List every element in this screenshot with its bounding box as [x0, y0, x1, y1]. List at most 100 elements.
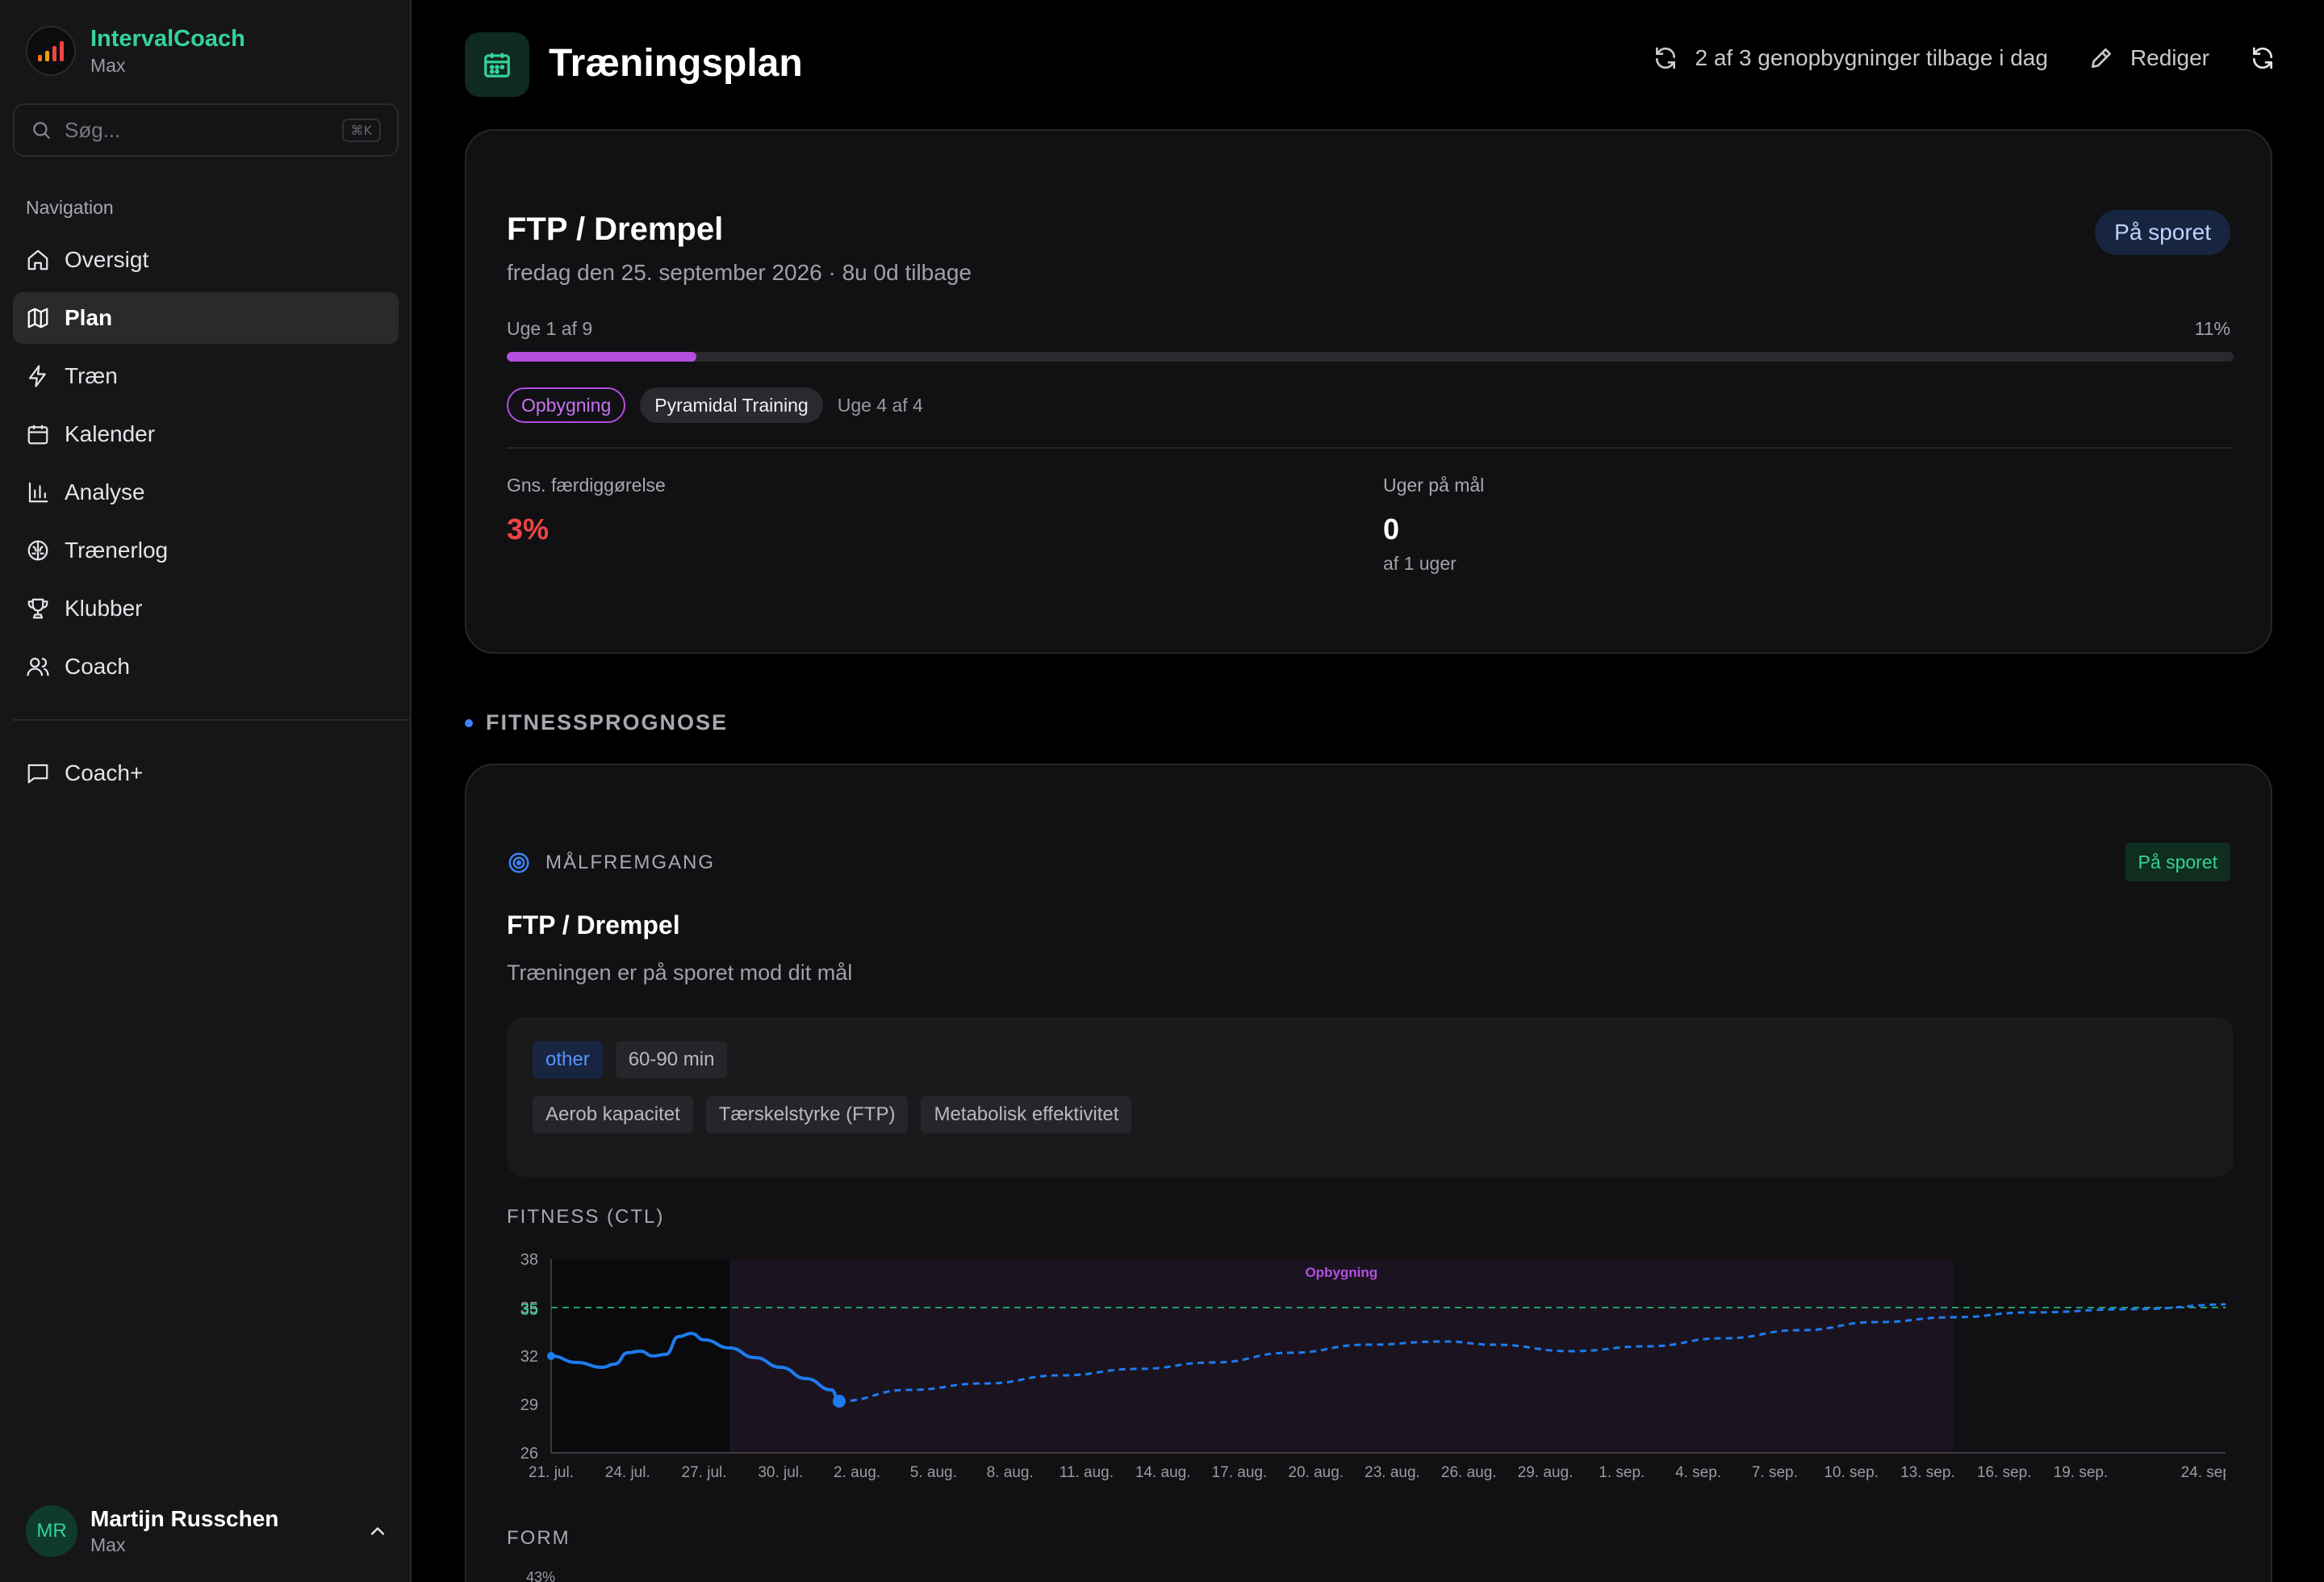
sport-tag: other — [533, 1041, 603, 1078]
sidebar-item-label: Kalender — [65, 421, 156, 446]
goal-meta-tags: other 60-90 min — [533, 1041, 728, 1078]
y-tick-label: 35 — [520, 1300, 538, 1317]
user-menu[interactable]: MR Martijn Russchen Max — [26, 1505, 389, 1558]
focus-tag: Aerob kapacitet — [533, 1096, 693, 1133]
x-tick-label: 10. sep. — [1824, 1464, 1879, 1481]
x-tick-label: 19. sep. — [2054, 1464, 2109, 1481]
stat-weeks-on-target: Uger på mål 0 af 1 uger — [1383, 475, 1484, 575]
x-tick-label: 1. sep. — [1599, 1464, 1645, 1481]
form-chart-title: FORM — [507, 1527, 571, 1549]
forecast-card: MÅLFREMGANG På sporet FTP / Drempel Træn… — [465, 764, 2272, 1582]
sidebar-item-coach-plus[interactable]: Coach+ — [13, 747, 399, 799]
x-tick-label: 24. sep. — [2181, 1464, 2226, 1481]
plan-header-icon — [465, 32, 529, 97]
focus-tag: Metabolisk effektivitet — [921, 1096, 1132, 1133]
brand[interactable]: IntervalCoach Max — [26, 24, 245, 77]
nav-extra: Coach+ — [13, 747, 399, 806]
sidebar-item-label: Analyse — [65, 479, 145, 504]
nav-divider — [13, 719, 412, 721]
rebuilds-label: 2 af 3 genopbygninger tilbage i dag — [1695, 45, 2048, 70]
x-tick-label: 26. aug. — [1441, 1464, 1497, 1481]
chart-title: FITNESS (CTL) — [507, 1206, 665, 1228]
sidebar-item-analyse[interactable]: Analyse — [13, 467, 399, 518]
week-label: Uge 1 af 9 — [507, 318, 593, 339]
refresh-icon — [1656, 47, 1676, 69]
edit-label: Rediger — [2130, 45, 2209, 70]
app-name: IntervalCoach — [90, 26, 245, 52]
x-tick-label: 17. aug. — [1212, 1464, 1268, 1481]
calendar-icon — [484, 52, 510, 77]
sidebar-item-kalender[interactable]: Kalender — [13, 408, 399, 460]
divider — [507, 447, 2234, 449]
app-tier: Max — [90, 55, 126, 76]
sidebar-item-label: Plan — [65, 305, 113, 330]
x-tick-label: 13. sep. — [1900, 1464, 1955, 1481]
focus-tag: Tærskelstyrke (FTP) — [705, 1096, 909, 1133]
stat-value: 3% — [507, 513, 550, 546]
section-dot — [465, 718, 473, 727]
target-label: 35 — [520, 1301, 538, 1319]
header-actions: 2 af 3 genopbygninger tilbage i dag Redi… — [1653, 45, 2276, 71]
stat-sub: af 1 uger — [1383, 553, 1457, 574]
x-tick-label: 14. aug. — [1135, 1464, 1191, 1481]
plan-progress-fill — [507, 352, 697, 362]
x-tick-label: 4. sep. — [1675, 1464, 1721, 1481]
phase-chip: Opbygning — [507, 387, 626, 423]
pre-phase-band — [551, 1259, 730, 1453]
sidebar-item-traenerlog[interactable]: Trænerlog — [13, 525, 399, 576]
search-input[interactable] — [65, 117, 342, 143]
home-icon — [27, 249, 48, 270]
form-y-tick: 43% — [526, 1569, 556, 1582]
sidebar-item-traen[interactable]: Træn — [13, 350, 399, 402]
y-tick-label: 32 — [520, 1348, 538, 1366]
section-heading: FITNESSPROGNOSE — [465, 710, 728, 735]
focus-tags: Aerob kapacitet Tærskelstyrke (FTP) Meta… — [533, 1096, 1132, 1133]
sidebar-item-klubber[interactable]: Klubber — [13, 583, 399, 634]
x-tick-label: 24. jul. — [605, 1464, 650, 1481]
stat-value: 0 — [1383, 513, 1400, 546]
phase-band — [729, 1259, 1954, 1453]
duration-tag: 60-90 min — [615, 1041, 728, 1078]
search-shortcut: ⌘K — [341, 118, 381, 142]
history-line — [550, 1331, 840, 1403]
x-tick-label: 21. jul. — [529, 1464, 574, 1481]
sidebar-item-label: Træn — [65, 363, 118, 388]
search-icon — [33, 122, 50, 139]
section-title: FITNESSPROGNOSE — [486, 710, 729, 734]
goal-title: FTP / Drempel — [507, 211, 724, 247]
sidebar-item-label: Coach — [65, 654, 130, 679]
sidebar-item-label: Klubber — [65, 596, 143, 621]
x-tick-label: 11. aug. — [1060, 1464, 1114, 1481]
stat-label: Gns. færdiggørelse — [507, 475, 666, 496]
chevron-up-icon[interactable] — [366, 1520, 389, 1542]
forecast-subtitle: Træningen er på sporet mod dit mål — [507, 960, 853, 985]
sidebar: IntervalCoach Max ⌘K Navigation Oversigt… — [0, 0, 412, 1582]
stat-completion: Gns. færdiggørelse 3% — [507, 475, 666, 546]
search-box[interactable]: ⌘K — [13, 103, 399, 157]
target-icon — [508, 852, 529, 873]
nav-list: Oversigt Plan Træn Kalender Analyse Træn… — [13, 234, 399, 699]
rebuilds-button[interactable]: 2 af 3 genopbygninger tilbage i dag — [1653, 45, 2048, 71]
users-icon — [27, 657, 49, 676]
today-point — [832, 1395, 846, 1408]
refresh-button[interactable] — [2250, 45, 2276, 71]
phase-week: Uge 4 af 4 — [837, 394, 923, 416]
pencil-icon — [2091, 48, 2111, 68]
forecast-goal-title: FTP / Drempel — [507, 910, 680, 940]
sidebar-item-plan[interactable]: Plan — [13, 292, 399, 344]
progress-percent: 11% — [2194, 318, 2230, 339]
y-tick-label: 38 — [520, 1251, 538, 1269]
forecast-line — [838, 1303, 2226, 1403]
sidebar-item-coach[interactable]: Coach — [13, 641, 399, 693]
sidebar-item-oversigt[interactable]: Oversigt — [13, 234, 399, 286]
phase-band-label: Opbygning — [1305, 1265, 1377, 1280]
brain-icon — [27, 540, 48, 561]
edit-button[interactable]: Rediger — [2088, 45, 2209, 71]
phase-chips: Opbygning Pyramidal Training Uge 4 af 4 — [507, 387, 923, 423]
logo-bars-icon — [26, 26, 76, 76]
sidebar-item-label: Oversigt — [65, 247, 149, 272]
y-tick-label: 26 — [520, 1445, 538, 1463]
bar-chart-icon — [28, 482, 48, 503]
nav-heading: Navigation — [26, 197, 114, 218]
